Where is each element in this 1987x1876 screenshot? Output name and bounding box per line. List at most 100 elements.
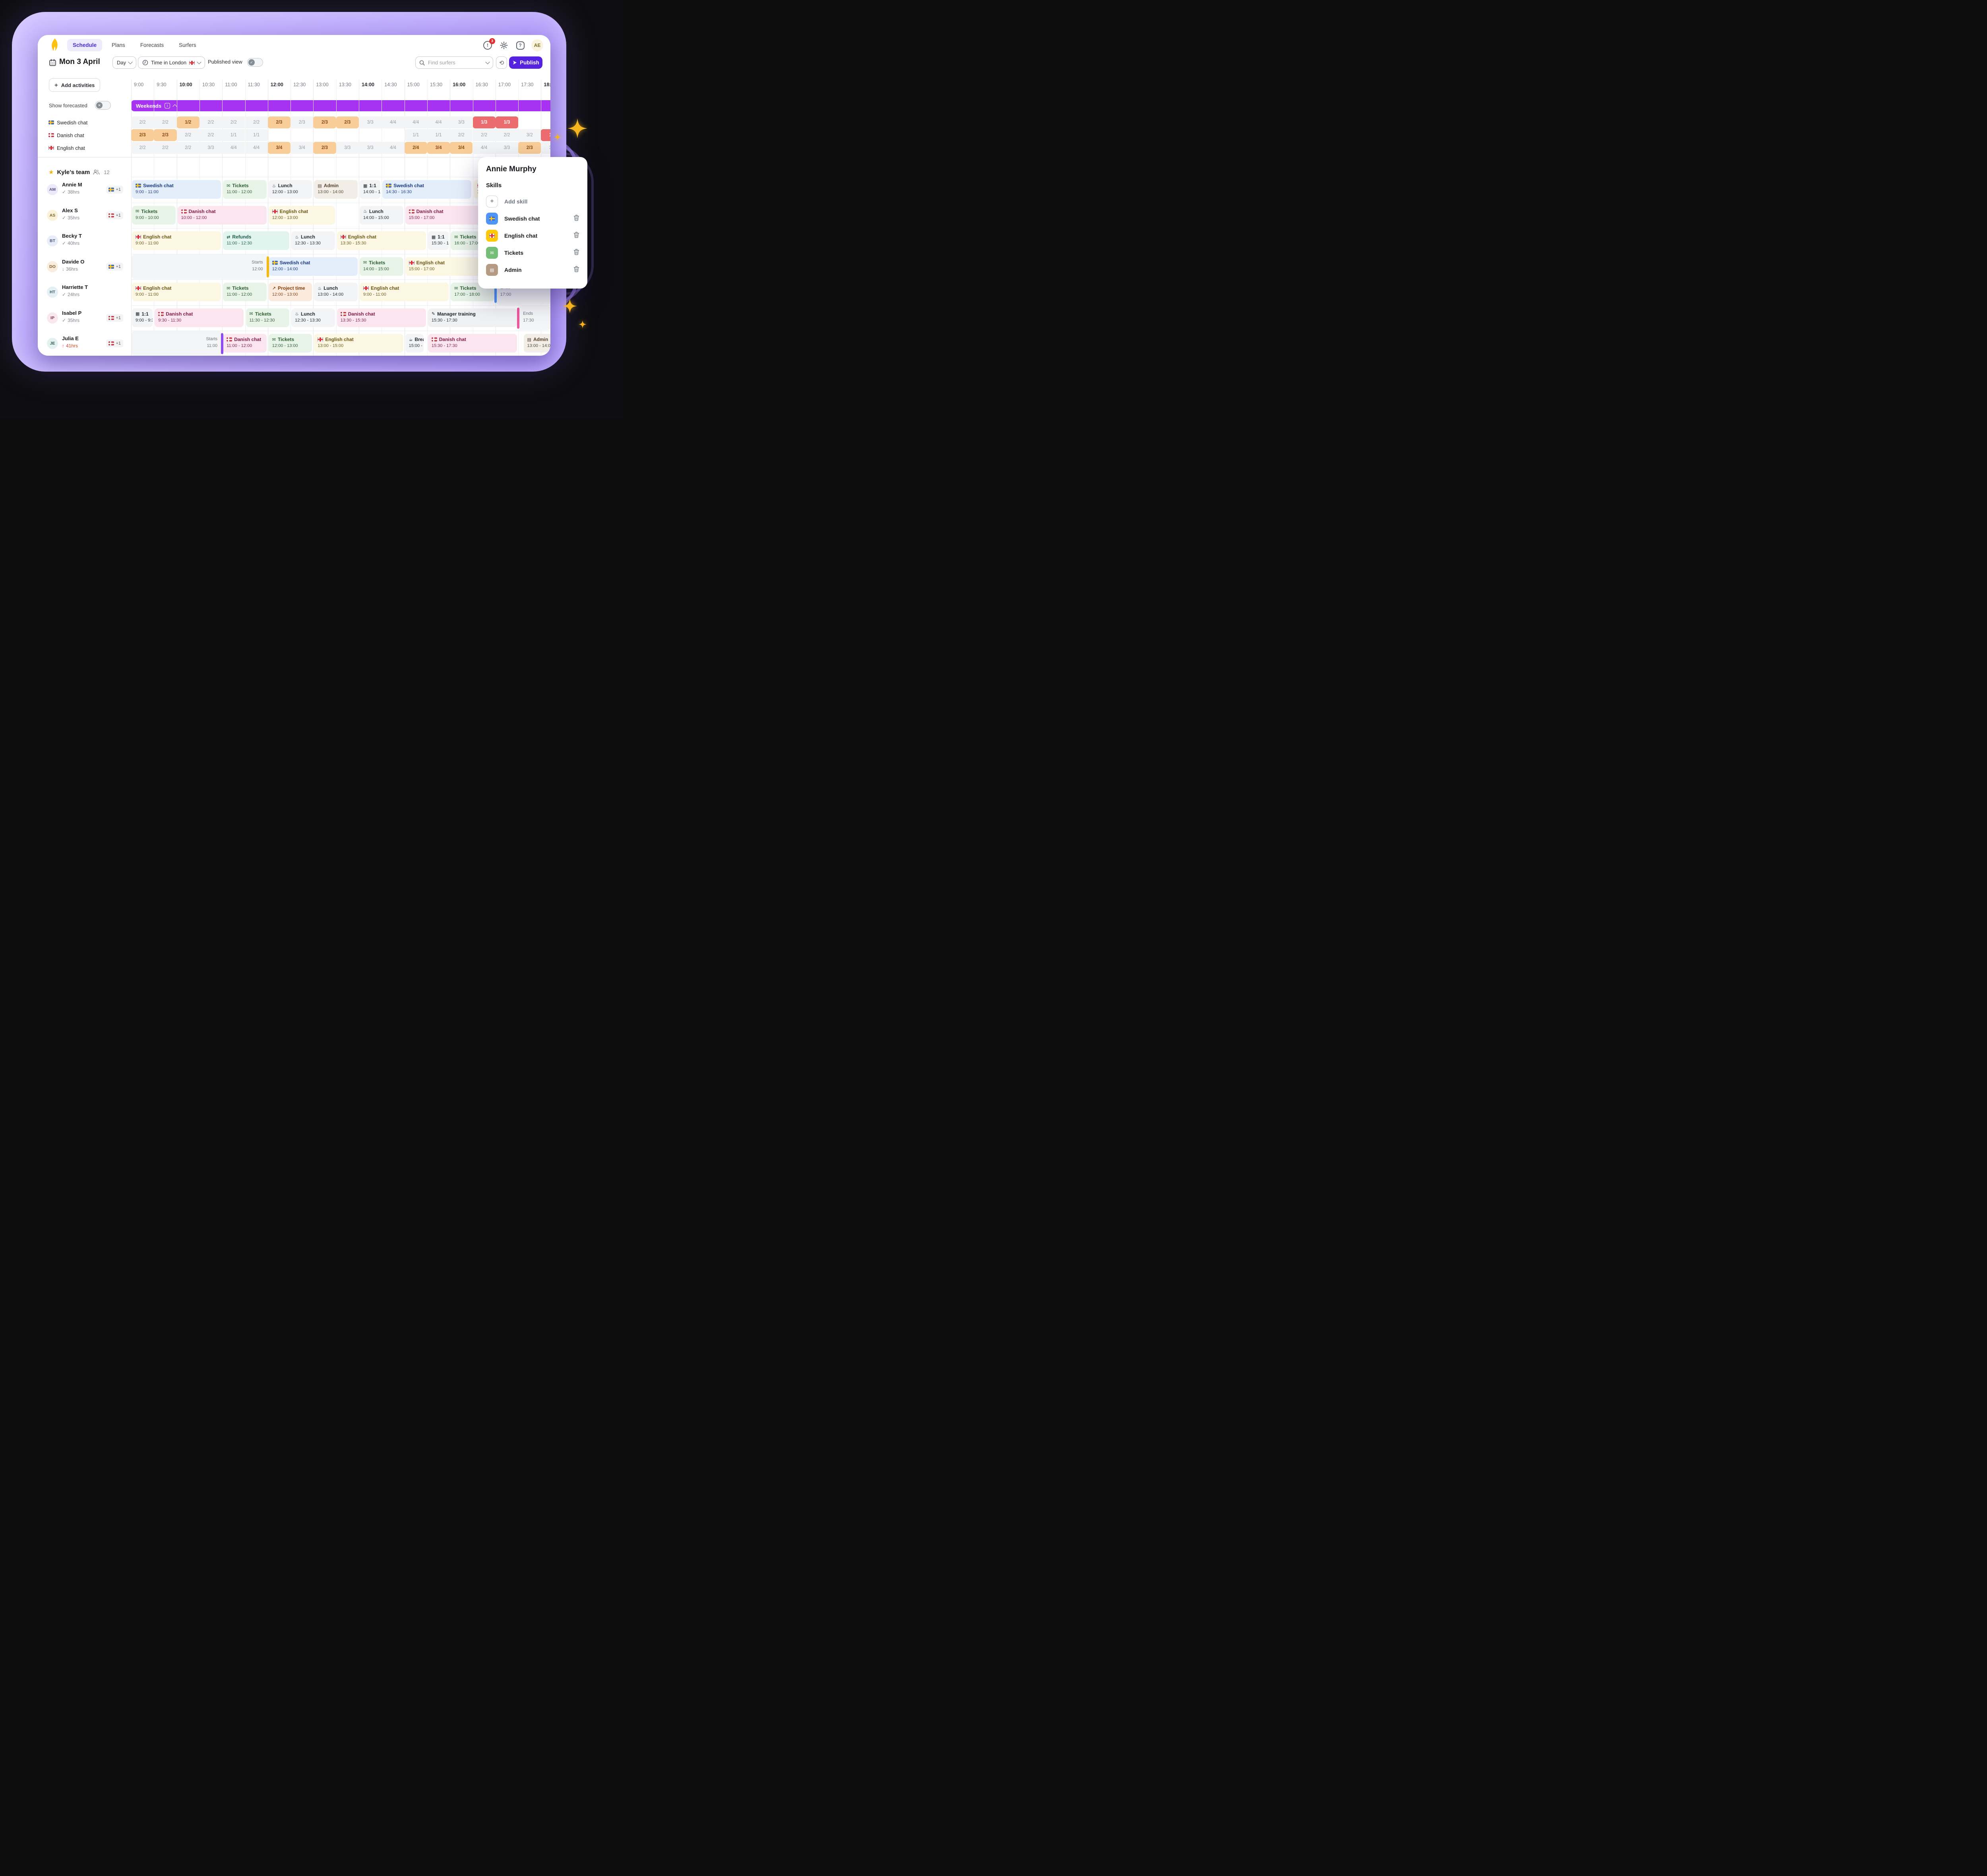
- block-title: Danish chat: [158, 311, 240, 317]
- schedule-block[interactable]: English chat 12:00 - 13:00: [268, 205, 335, 225]
- schedule-block[interactable]: ✎ Manager training 15:30 - 17:30: [428, 308, 517, 327]
- activity-icon: ✉: [490, 250, 494, 256]
- schedule-block[interactable]: Danish chat 9:30 - 11:30: [155, 308, 244, 327]
- trash-icon[interactable]: [573, 266, 579, 274]
- schedule-block[interactable]: ▦1:1 14:00 - 14:30: [360, 180, 381, 199]
- person-row[interactable]: AS Alex S ✓ 35hrs +1: [38, 203, 131, 229]
- person-row[interactable]: BT Becky T ✓ 40hrs: [38, 228, 131, 254]
- weekends-banner[interactable]: Weekends i: [131, 100, 550, 111]
- time-tick: 15:00: [407, 82, 420, 87]
- time-tick: 14:30: [384, 82, 397, 87]
- schedule-block[interactable]: ⇄ Refunds 11:00 - 12:30: [223, 231, 290, 250]
- schedule-block[interactable]: ▤ Admin 13:00 - 14:00: [314, 180, 358, 199]
- schedule-block[interactable]: English chat 9:00 - 11:00: [360, 283, 449, 301]
- gb-flag-icon: [318, 337, 323, 341]
- schedule-block[interactable]: ✉ Tickets 14:00 - 15:00: [360, 257, 403, 276]
- avatar: IP: [47, 312, 58, 324]
- history-button[interactable]: ⟲: [496, 56, 507, 69]
- block-time: 15:00 - 17:00: [409, 215, 435, 220]
- settings-gear-icon[interactable]: [499, 40, 509, 50]
- trash-icon[interactable]: [573, 248, 579, 257]
- time-tick: 9:00: [134, 82, 144, 87]
- info-icon[interactable]: i: [165, 103, 170, 109]
- person-row[interactable]: AM Annie M ✓ 38hrs +1: [38, 177, 131, 203]
- block-title: ♨ Lunch: [295, 234, 315, 240]
- coverage-cell: 4/4: [473, 142, 496, 154]
- gb-flag-icon: [363, 286, 369, 290]
- schedule-block[interactable]: ☕Break15:00 - 15:30: [405, 334, 424, 353]
- avatar: HT: [47, 287, 58, 298]
- trash-icon[interactable]: [573, 231, 579, 240]
- schedule-block[interactable]: Swedish chat 14:30 - 16:30: [382, 180, 472, 199]
- help-icon[interactable]: ?: [515, 40, 525, 50]
- coverage-cell: 3/3: [495, 142, 519, 154]
- block-time: 9:00 - 11:00: [136, 292, 159, 297]
- schedule-block[interactable]: ♨ Lunch 13:00 - 14:00: [314, 283, 358, 301]
- schedule-block[interactable]: ♨ Lunch 12:30 - 13:30: [291, 308, 335, 327]
- publish-button[interactable]: Publish: [509, 56, 542, 69]
- dk-flag-icon: [108, 341, 114, 345]
- show-forecasted-toggle[interactable]: ✕: [95, 101, 111, 110]
- tab-plans[interactable]: Plans: [112, 42, 125, 48]
- alerts-icon[interactable]: ! 3: [482, 38, 495, 50]
- published-view-toggle[interactable]: ✓: [247, 58, 263, 67]
- schedule-block[interactable]: ✉ Tickets 12:00 - 13:00: [268, 334, 312, 353]
- schedule-block[interactable]: Danish chat 11:00 - 12:00: [223, 334, 267, 353]
- schedule-block[interactable]: Danish chat 15:30 - 17:30: [428, 334, 517, 353]
- block-time: 15:30 - 17:30: [431, 343, 457, 348]
- schedule-block[interactable]: ♨ Lunch 14:00 - 15:00: [360, 205, 403, 225]
- person-row[interactable]: HT Harriette T ✓ 24hrs: [38, 279, 131, 305]
- activity-icon: ♨: [295, 234, 299, 240]
- schedule-block[interactable]: ▦1:115:30 - 16:00: [428, 231, 449, 250]
- block-time: 9:00 - 11:00: [136, 241, 159, 246]
- time-tick: 15:30: [430, 82, 443, 87]
- schedule-block[interactable]: Swedish chat 12:00 - 14:00: [268, 257, 358, 276]
- calendar-icon: [49, 59, 56, 66]
- schedule-block[interactable]: ✉ Tickets 11:30 - 12:30: [246, 308, 290, 327]
- dk-flag-icon: [227, 337, 232, 341]
- person-row[interactable]: JE Julia E ↑ 41hrs +1: [38, 331, 131, 356]
- schedule-block[interactable]: ✉ Tickets 11:00 - 12:00: [223, 180, 267, 199]
- add-activities-button[interactable]: + Add activities: [49, 78, 101, 92]
- tab-forecasts[interactable]: Forecasts: [140, 42, 164, 48]
- person-row[interactable]: IP Isabel P ✓ 35hrs +1: [38, 305, 131, 331]
- schedule-block[interactable]: Danish chat 10:00 - 12:00: [177, 205, 267, 225]
- timezone-select[interactable]: Time in London: [138, 56, 205, 69]
- schedule-block[interactable]: ▦1:19:00 - 9:30: [132, 308, 153, 327]
- schedule-block[interactable]: English chat 13:30 - 15:30: [337, 231, 426, 250]
- schedule-block[interactable]: ♨ Lunch 12:30 - 13:30: [291, 231, 335, 250]
- block-time: 16:00 - 17:00: [454, 241, 480, 246]
- schedule-block[interactable]: Danish chat 13:30 - 15:30: [337, 308, 426, 327]
- tab-schedule[interactable]: Schedule: [67, 39, 103, 51]
- block-time: 14:30 - 16:30: [386, 190, 412, 194]
- search-input[interactable]: [427, 59, 484, 66]
- schedule-block[interactable]: ✉ Tickets 17:00 - 18:00: [451, 283, 494, 301]
- schedule-block[interactable]: ▤ Admin 13:00 - 14:00: [523, 334, 550, 353]
- user-avatar[interactable]: AE: [531, 39, 543, 51]
- team-header[interactable]: ★ Kyle’s team 12: [48, 169, 110, 176]
- view-select[interactable]: Day: [112, 56, 137, 69]
- schedule-block[interactable]: English chat 9:00 - 11:00: [132, 231, 221, 250]
- trash-icon[interactable]: [573, 214, 579, 223]
- schedule-block[interactable]: English chat 9:00 - 11:00: [132, 283, 221, 301]
- schedule-block[interactable]: ✉ Tickets 9:00 - 10:00: [132, 205, 176, 225]
- block-title: Danish chat: [181, 209, 263, 214]
- gb-flag-icon: [272, 209, 278, 213]
- coverage-cell: 3/3: [336, 142, 359, 154]
- popover-person-name: Annie Murphy: [486, 165, 536, 173]
- schedule-block[interactable]: English chat 13:00 - 15:00: [314, 334, 403, 353]
- block-time: 11:00 - 12:00: [227, 343, 252, 348]
- person-name: Davide O: [62, 258, 85, 265]
- schedule-block[interactable]: ✉ Tickets 11:00 - 12:00: [223, 283, 267, 301]
- person-row[interactable]: DO Davide O ↓ 36hrs +1: [38, 254, 131, 280]
- find-surfers-search[interactable]: [415, 56, 493, 69]
- surfboard-logo-icon[interactable]: [50, 39, 59, 51]
- schedule-block[interactable]: ♨ Lunch 12:00 - 13:00: [268, 180, 312, 199]
- activity-icon: ▦: [431, 234, 436, 240]
- add-skill-button[interactable]: + Add skill: [486, 196, 579, 207]
- coverage-cell: 2/3: [267, 116, 291, 128]
- schedule-block[interactable]: ↗ Project time 12:00 - 13:00: [268, 283, 312, 301]
- schedule-block[interactable]: Swedish chat 9:00 - 11:00: [132, 180, 221, 199]
- tab-surfers[interactable]: Surfers: [179, 42, 196, 48]
- activity-icon: ✉: [227, 286, 230, 291]
